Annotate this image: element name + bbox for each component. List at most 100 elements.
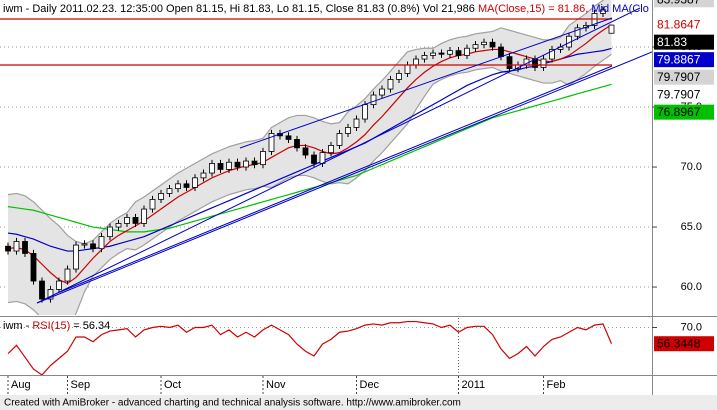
candle-body	[107, 226, 113, 238]
candle-body	[47, 289, 54, 300]
candle-body	[124, 217, 130, 224]
candle-body	[455, 50, 462, 56]
candle-body	[472, 44, 479, 49]
price-label-box	[654, 34, 714, 50]
candle-body	[234, 161, 241, 168]
price-label: 81.83	[657, 35, 687, 49]
title: iwm - Daily 2011.02.23. 12:35:00 Open 81…	[3, 3, 475, 15]
candle-body	[430, 52, 436, 56]
candle-body	[421, 55, 428, 60]
candle-body	[328, 145, 334, 154]
candle-body	[370, 94, 377, 106]
candle-body	[353, 118, 360, 128]
price-label-box	[654, 69, 714, 85]
candle-body	[600, 9, 606, 14]
candle-body	[268, 133, 275, 152]
x-tick-label: Feb	[547, 379, 566, 391]
candle-body	[285, 135, 292, 140]
price-label-box	[654, 104, 714, 120]
candle-body	[5, 245, 11, 252]
rsi-line	[7, 320, 613, 375]
candle-body	[56, 280, 62, 290]
candle-body	[413, 58, 419, 66]
y-tick-label: 65.0	[681, 221, 702, 233]
candle-body	[438, 52, 445, 55]
candle-body	[464, 47, 470, 56]
candle-body	[251, 160, 258, 166]
y-tick-label: 70.0	[681, 321, 702, 333]
drawings	[0, 7, 652, 304]
footer-bar	[0, 395, 717, 410]
band-fill	[8, 0, 612, 315]
candle-body	[141, 208, 147, 224]
candle-body	[166, 188, 173, 194]
x-tick-label: Aug	[11, 379, 31, 391]
rsi-value: = 56.34	[70, 320, 110, 332]
x-tick-label: 2011	[462, 379, 486, 391]
candle-body	[574, 27, 581, 37]
candle-body	[396, 73, 402, 80]
candle-body	[379, 88, 385, 96]
candle-body	[345, 127, 351, 134]
candle-body	[404, 64, 411, 74]
candle-body	[217, 163, 224, 170]
candle-body	[183, 183, 190, 188]
candle-body	[132, 217, 139, 224]
candle-body	[549, 49, 555, 60]
x-tick-label: Oct	[164, 379, 181, 391]
y-tick-label: 60.0	[681, 281, 702, 293]
x-tick-label: Nov	[266, 379, 286, 391]
rsi-title: iwm - RSI(15) = 56.34	[3, 320, 110, 332]
candle-body	[39, 280, 45, 300]
band-lower	[7, 53, 612, 315]
title: iwm -	[3, 320, 32, 332]
candle-body	[175, 183, 181, 190]
candle-body	[158, 193, 164, 200]
candle-body	[294, 139, 300, 149]
candle-body	[209, 163, 215, 174]
price-label: 79.7907	[657, 87, 701, 101]
candle-body	[90, 243, 96, 250]
ma-label: MA(Close,15) = 81.86,	[478, 3, 588, 15]
candle-body	[200, 172, 207, 179]
candle-body	[498, 46, 504, 58]
price-label-box	[654, 87, 714, 103]
x-tick-label: Dec	[360, 379, 380, 391]
candle-body	[387, 79, 394, 90]
candle-body	[311, 154, 317, 164]
price-label: 81.8647	[657, 17, 701, 31]
rsi-pane	[0, 318, 652, 375]
y-tick-label: 70.0	[681, 161, 702, 173]
price-label-box	[654, 0, 714, 8]
ma-line	[7, 24, 612, 285]
candle-body	[81, 243, 88, 246]
price-label: 83.9387	[657, 0, 701, 6]
trend-line	[36, 7, 641, 304]
price-label: 56.3448	[657, 336, 701, 350]
candle-body	[319, 152, 326, 164]
candle-body	[98, 236, 105, 250]
candle-body	[260, 151, 266, 166]
candle-body	[302, 147, 309, 156]
mid-ma-label: Mid MA(Clo	[591, 3, 648, 15]
candle-body	[30, 253, 37, 282]
candle-body	[243, 160, 249, 168]
candle-body	[489, 41, 496, 48]
price-label: 79.8867	[657, 52, 701, 66]
x-tick-label: Sep	[71, 379, 91, 391]
price-label: 76.8967	[657, 105, 701, 119]
trend-line	[239, 17, 613, 149]
rsi-label: RSI(15)	[32, 320, 70, 332]
candle-body	[336, 133, 343, 146]
candle-body	[608, 24, 615, 34]
candle-body	[362, 104, 368, 120]
candle-body	[506, 56, 513, 70]
candle-body	[22, 241, 28, 254]
candle-body	[540, 58, 547, 68]
trend-line	[36, 51, 652, 304]
chart-title: iwm - Daily 2011.02.23. 12:35:00 Open 81…	[3, 3, 649, 15]
price-label-box	[654, 52, 714, 68]
candle-body	[192, 177, 198, 188]
price-label-box	[654, 17, 714, 33]
